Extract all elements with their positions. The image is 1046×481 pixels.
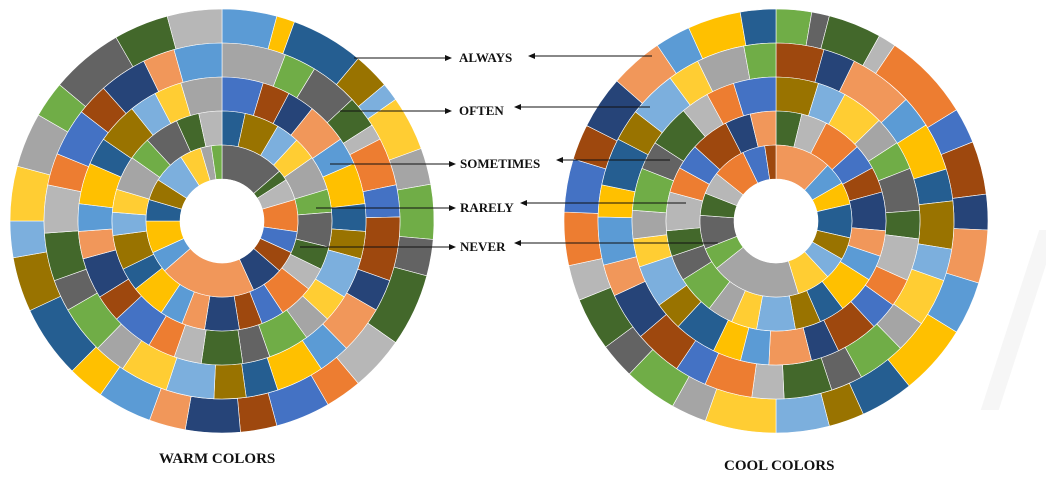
arrowhead-often-right [514, 104, 521, 110]
donut-center-hole [180, 179, 264, 263]
donut-slice-always-0 [775, 8, 813, 46]
donut-slice-often-20 [43, 184, 82, 234]
arrowhead-sometimes-right [556, 157, 563, 163]
legend-label-rarely: RARELY [460, 200, 514, 215]
donut-slice-sometimes-20 [77, 203, 114, 232]
donut-center-hole [734, 179, 818, 263]
arrowhead-never-right [514, 240, 521, 246]
legend-label-never: NEVER [460, 239, 506, 254]
arrowhead-rarely-left [449, 205, 456, 211]
donut-slice-always-7 [952, 193, 989, 231]
cool-colors-donut [563, 8, 989, 434]
arrowhead-sometimes-left [449, 161, 456, 167]
donut-slice-always-20 [563, 211, 603, 267]
donut-slice-always-13 [775, 392, 830, 434]
arrowhead-never-left [449, 244, 456, 250]
donut-slice-often-13 [213, 363, 247, 400]
legend-label-often: OFTEN [459, 103, 504, 118]
donut-slice-sometimes-13 [200, 329, 244, 366]
donut-slice-often-13 [751, 363, 785, 400]
warm-colors-donut [9, 8, 435, 434]
donut-slice-rarely-12 [204, 295, 240, 332]
donut-slice-sometimes-6 [884, 209, 921, 240]
legend-label-always: ALWAYS [459, 50, 512, 65]
arrowhead-always-left [445, 55, 452, 61]
arrowhead-rarely-right [520, 200, 527, 206]
donut-slice-often-19 [597, 216, 637, 266]
donut-slice-sometimes-19 [631, 209, 668, 240]
donut-slice-always-7 [396, 183, 435, 240]
chart-title-cool: COOL COLORS [724, 458, 834, 474]
donut-slice-always-14 [184, 395, 241, 434]
donut-slice-always-27 [739, 8, 777, 46]
arrow-heads [445, 53, 563, 250]
donut-slice-often-6 [917, 200, 955, 250]
arrowhead-often-left [445, 108, 452, 114]
arrowhead-always-right [528, 53, 535, 59]
legend-label-sometimes: SOMETIMES [460, 156, 540, 171]
donut-slice-rarely-11 [756, 295, 796, 332]
donut-slice-always-20 [9, 220, 48, 259]
chart-title-warm: WARM COLORS [159, 451, 275, 467]
annotation-arrows [300, 55, 718, 248]
